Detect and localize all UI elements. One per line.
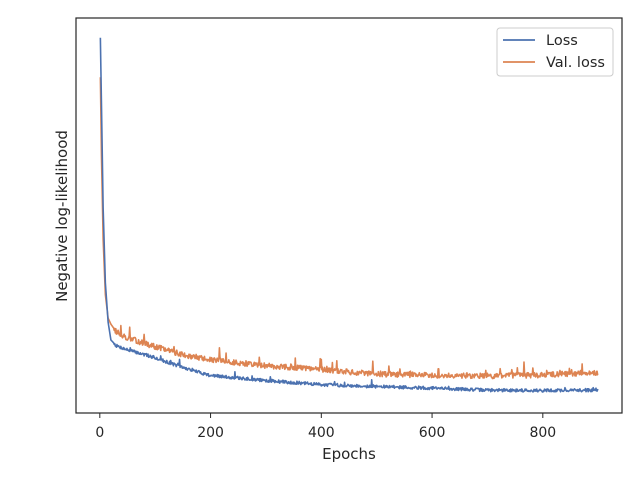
series-line-loss (99, 37, 599, 393)
x-axis-label: Epochs (322, 445, 376, 463)
x-tick-label: 0 (95, 425, 104, 441)
legend: Loss Val. loss (496, 27, 614, 77)
x-tick-label: 400 (308, 425, 335, 441)
x-tick-label: 200 (197, 425, 224, 441)
legend-label-loss: Loss (546, 33, 578, 49)
x-tick-label: 800 (529, 425, 556, 441)
legend-label-val-loss: Val. loss (546, 55, 605, 71)
y-axis-label: Negative log-likelihood (53, 130, 71, 302)
series-layer (99, 37, 599, 393)
x-tick-label: 600 (419, 425, 446, 441)
plot-frame (75, 17, 623, 414)
x-axis-ticks: 0 200 400 600 800 (95, 413, 556, 441)
series-line-val-loss (99, 77, 599, 380)
